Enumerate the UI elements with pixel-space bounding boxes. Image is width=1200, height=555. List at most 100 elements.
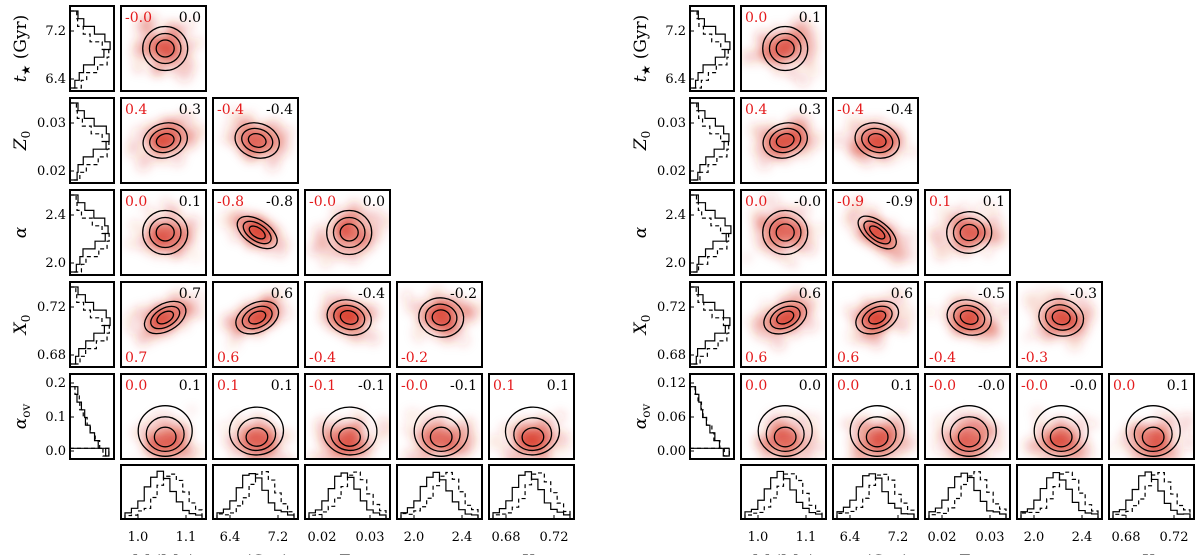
hist-frame bbox=[488, 464, 575, 520]
contour-level-1 bbox=[322, 406, 378, 456]
hist-solid bbox=[928, 472, 1007, 519]
contour-level-3 bbox=[959, 223, 979, 242]
density-sample bbox=[371, 208, 381, 218]
density-sample bbox=[842, 128, 851, 136]
corner-plot-right: 0.0 0.10.4 0.3 -0.4 -0.40.0 -0.0 -0.9 -0.9 0.1 0.… bbox=[631, 5, 1195, 555]
density-sample bbox=[892, 306, 903, 317]
contour-level-3 bbox=[247, 133, 267, 148]
density-sample bbox=[326, 216, 337, 227]
hist-solid bbox=[308, 472, 387, 519]
correlation-black: -0.8 bbox=[266, 194, 293, 210]
contour-level-3 bbox=[155, 39, 175, 58]
density-sample bbox=[537, 417, 554, 433]
density-sample bbox=[811, 414, 820, 423]
density-sample bbox=[978, 450, 989, 460]
density-sample bbox=[401, 290, 412, 302]
correlation-black: 0.1 bbox=[891, 378, 913, 394]
density-sample bbox=[411, 456, 423, 460]
contour-level-1 bbox=[762, 209, 809, 256]
density-sample bbox=[859, 116, 868, 124]
panel-right-r1-c1: -0.4 -0.4 bbox=[832, 97, 919, 184]
hist-solid bbox=[690, 102, 730, 181]
density-sample bbox=[785, 210, 793, 218]
correlation-red: 0.4 bbox=[125, 102, 147, 118]
correlation-red: 0.7 bbox=[125, 350, 147, 366]
density-sample bbox=[982, 305, 990, 314]
density-sample bbox=[186, 117, 194, 125]
hist-frame bbox=[69, 189, 115, 276]
density-sample bbox=[934, 251, 943, 260]
correlation-red: 0.1 bbox=[217, 378, 239, 394]
panel-frame bbox=[212, 373, 299, 460]
panel-left-r1-c0: 0.4 0.3 bbox=[120, 97, 207, 184]
x-axis-label: α bbox=[434, 552, 446, 555]
correlation-black: -0.0 bbox=[1070, 378, 1097, 394]
density-sample bbox=[270, 248, 277, 255]
density-sample bbox=[749, 207, 765, 223]
density-sample bbox=[806, 36, 817, 48]
hist-frame bbox=[1108, 464, 1195, 520]
density-sample bbox=[1034, 428, 1048, 441]
density-core bbox=[771, 430, 800, 451]
density-sample bbox=[124, 238, 136, 249]
x-axis-label: t★ (Gyr) bbox=[842, 552, 910, 555]
density-sample bbox=[779, 150, 793, 164]
contour-level-1 bbox=[762, 122, 808, 159]
y-tick-label: 0.68 bbox=[657, 348, 686, 363]
contour-level-2 bbox=[241, 127, 274, 154]
contour-level-2 bbox=[952, 217, 986, 248]
contour-level-2 bbox=[1041, 416, 1081, 453]
hist-frame bbox=[740, 464, 827, 520]
panel-frame bbox=[1016, 373, 1103, 460]
correlation-black: -0.1 bbox=[450, 378, 477, 394]
correlation-red: 0.1 bbox=[929, 194, 951, 210]
density-sample bbox=[894, 318, 908, 332]
x-marginal-hist-left-3: 2.0 2.4 α bbox=[396, 464, 483, 555]
density-core bbox=[335, 222, 364, 243]
hist-dashed bbox=[1112, 472, 1191, 519]
panel-left-r0-c0: -0.0 0.0 bbox=[120, 5, 207, 92]
panel-frame bbox=[304, 373, 391, 460]
density-sample bbox=[181, 322, 190, 331]
contour-level-1 bbox=[946, 211, 993, 254]
contour-level-1 bbox=[326, 209, 373, 256]
density-sample bbox=[906, 310, 914, 319]
density-sample bbox=[848, 206, 861, 219]
contour-level-3 bbox=[155, 133, 175, 148]
density-sample bbox=[908, 147, 918, 156]
x-marginal-hist-left-4: 0.68 0.72 X0 bbox=[488, 464, 575, 555]
contour-level-1 bbox=[236, 215, 278, 250]
y-marginal-hist-left-2: 2.4 2.0 α bbox=[11, 189, 115, 276]
panel-frame bbox=[740, 97, 827, 184]
density-sample bbox=[877, 417, 889, 429]
density-sample bbox=[252, 452, 260, 460]
contour-level-1 bbox=[142, 25, 189, 72]
panel-frame bbox=[120, 5, 207, 92]
density-sample bbox=[515, 426, 522, 434]
hist-dashed bbox=[690, 10, 729, 89]
hist-frame bbox=[69, 281, 115, 368]
density-sample bbox=[1183, 436, 1195, 450]
density-sample bbox=[1078, 309, 1095, 325]
correlation-red: -0.4 bbox=[309, 350, 336, 366]
correlation-red: -0.2 bbox=[401, 350, 428, 366]
y-tick-label: 0.2 bbox=[45, 376, 66, 391]
density-sample bbox=[196, 38, 203, 45]
hist-solid bbox=[744, 470, 823, 519]
density-sample bbox=[816, 440, 824, 448]
panel-left-r4-c0: 0.0 0.1 bbox=[120, 373, 207, 460]
density-sample bbox=[858, 208, 866, 215]
density-sample bbox=[745, 49, 759, 62]
panel-right-r4-c1: 0.0 0.1 bbox=[832, 373, 919, 460]
density-sample bbox=[884, 148, 892, 156]
density-sample bbox=[808, 136, 821, 149]
correlation-black: -0.4 bbox=[358, 286, 385, 302]
density-sample bbox=[275, 247, 286, 258]
panel-left-r4-c1: 0.1 0.1 bbox=[212, 373, 299, 460]
y-tick-label: 0.02 bbox=[37, 164, 66, 179]
x-tick-label: 2.0 bbox=[404, 530, 425, 545]
correlation-black: 0.0 bbox=[799, 378, 821, 394]
density-sample bbox=[180, 58, 196, 75]
density-sample bbox=[743, 253, 751, 262]
contour-level-1 bbox=[326, 299, 372, 336]
